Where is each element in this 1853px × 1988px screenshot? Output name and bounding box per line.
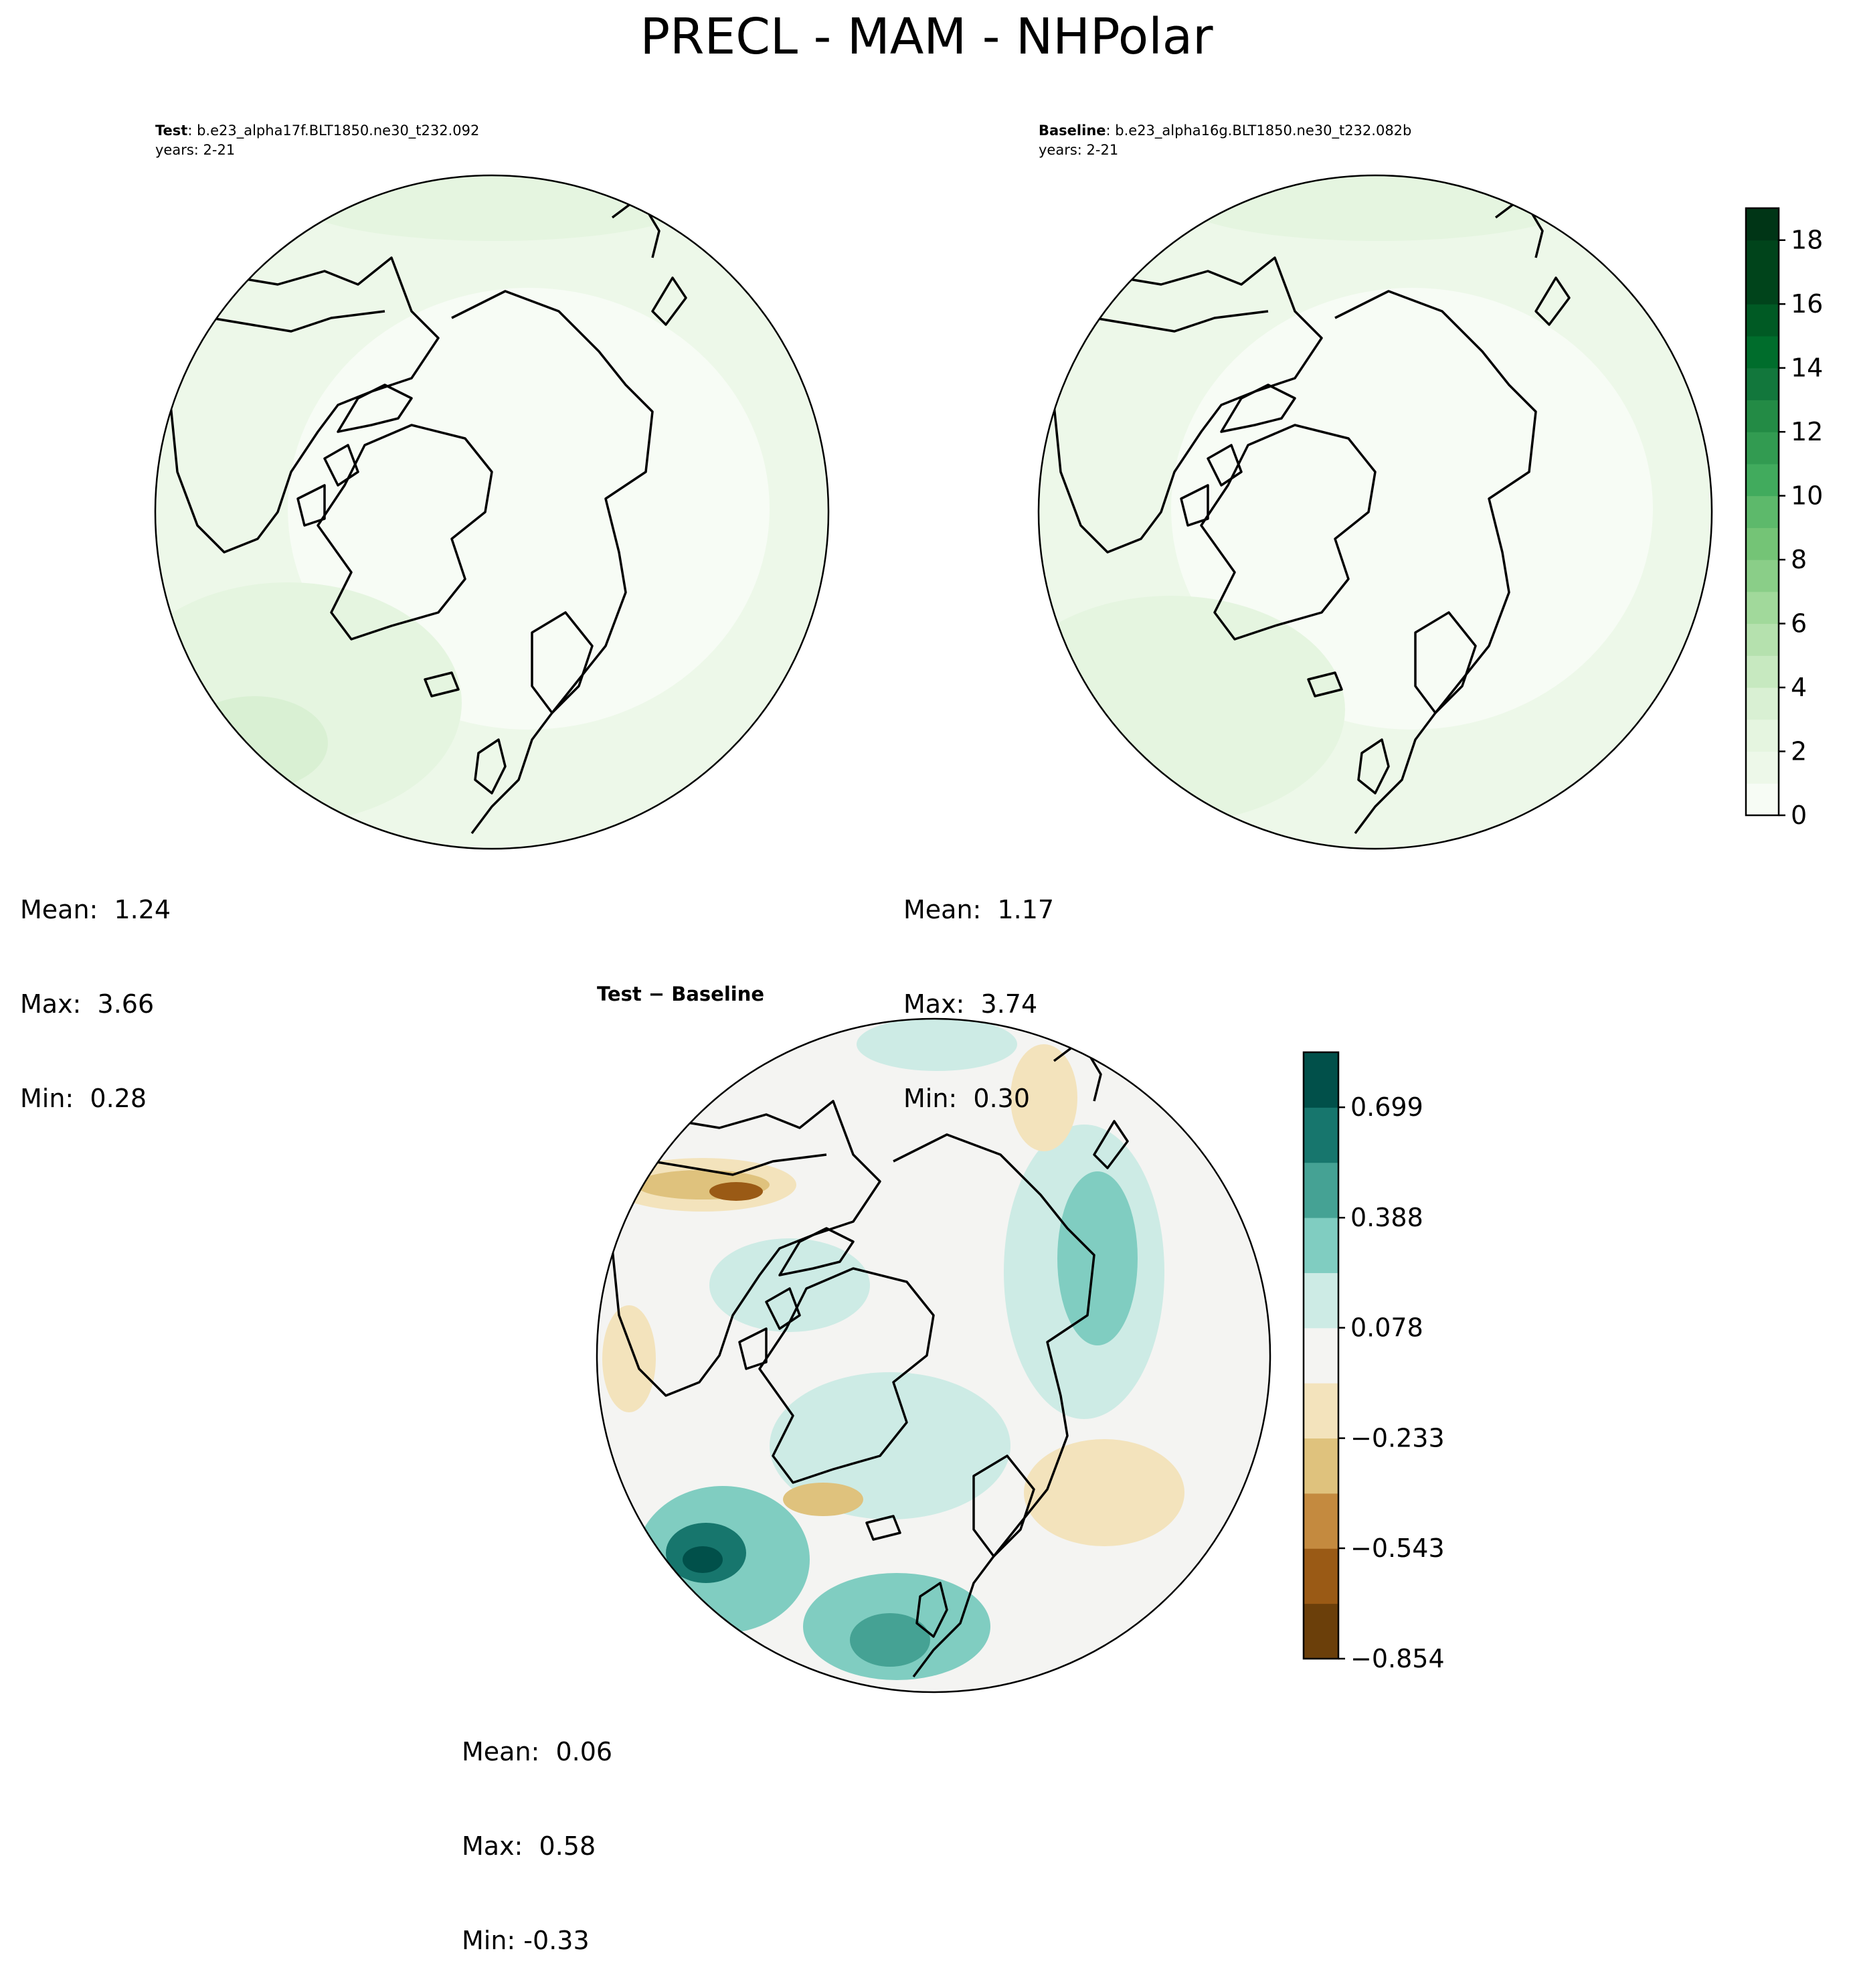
main-colorbar-segment — [1746, 719, 1779, 752]
main-colorbar-segment — [1746, 208, 1779, 241]
test-map-boundary — [154, 174, 830, 850]
diff-colorbar-segment — [1304, 1218, 1338, 1273]
test-min: Min: 0.28 — [20, 1084, 147, 1113]
baseline-mean: Mean: 1.17 — [903, 895, 1055, 924]
main-colorbar-tick-label: 0 — [1791, 801, 1807, 830]
test-label: Test — [155, 122, 188, 139]
diff-colorbar-tick-label: 0.388 — [1350, 1203, 1423, 1232]
main-colorbar-segment — [1746, 432, 1779, 465]
main-colorbar-tick-label: 2 — [1791, 737, 1807, 766]
main-colorbar-tick-label: 6 — [1791, 609, 1807, 639]
diff-colorbar-segment — [1304, 1272, 1338, 1329]
test-max: Max: 3.66 — [20, 989, 155, 1019]
baseline-label: Baseline — [1039, 122, 1106, 139]
test-case-name: : b.e23_alpha17f.BLT1850.ne30_t232.092 — [187, 122, 480, 139]
main-colorbar-segment — [1746, 400, 1779, 432]
baseline-years: years: 2-21 — [1039, 142, 1119, 158]
baseline-max: Max: 3.74 — [903, 989, 1038, 1019]
main-colorbar-segment — [1746, 367, 1779, 400]
diff-colorbar-tick-label: 0.078 — [1350, 1313, 1423, 1343]
test-stats: Mean: 1.24 Max: 3.66 Min: 0.28 — [20, 831, 171, 1146]
main-colorbar-segment — [1746, 272, 1779, 305]
test-years: years: 2-21 — [155, 142, 236, 158]
diff-colorbar-segment — [1304, 1162, 1338, 1218]
diff-colorbar-tick-label: 0.699 — [1350, 1092, 1423, 1122]
diff-colorbar-tick-label: −0.543 — [1350, 1534, 1445, 1563]
main-colorbar-segment — [1746, 463, 1779, 497]
difference-stats: Mean: 0.06 Max: 0.58 Min: -0.33 — [462, 1673, 612, 1988]
main-colorbar-tick-label: 10 — [1791, 481, 1823, 511]
diff-colorbar-frame — [1302, 1051, 1340, 1660]
baseline-panel-title: Baseline: b.e23_alpha16g.BLT1850.ne30_t2… — [1039, 121, 1411, 160]
main-colorbar-frame — [1745, 207, 1780, 817]
main-colorbar-tick-label: 12 — [1791, 417, 1823, 446]
main-colorbar-tick-label: 18 — [1791, 226, 1823, 255]
main-colorbar-segment — [1746, 623, 1779, 656]
main-colorbar-segment — [1746, 751, 1779, 784]
main-colorbar-segment — [1746, 560, 1779, 592]
main-colorbar-segment — [1746, 304, 1779, 337]
diff-colorbar-segment — [1304, 1548, 1338, 1604]
baseline-map — [1039, 175, 1712, 849]
diff-title-minus: − — [641, 983, 672, 1005]
baseline-stats: Mean: 1.17 Max: 3.74 Min: 0.30 — [903, 831, 1054, 1146]
main-colorbar-segment — [1746, 783, 1779, 816]
diff-colorbar-segment — [1304, 1327, 1338, 1384]
main-colorbar-segment — [1746, 591, 1779, 625]
diff-title-test: Test — [597, 983, 642, 1005]
diff-colorbar-tick-label: −0.854 — [1350, 1644, 1445, 1673]
test-mean: Mean: 1.24 — [20, 895, 171, 924]
difference-colorbar: 0.699 0.388 0.078 −0.233 −0.543 −0.854 — [1302, 1051, 1445, 1673]
test-panel-title: Test: b.e23_alpha17f.BLT1850.ne30_t232.0… — [155, 121, 479, 160]
main-colorbar-tick-label: 16 — [1791, 289, 1823, 319]
main-colorbar-segment — [1746, 527, 1779, 560]
baseline-case-name: : b.e23_alpha16g.BLT1850.ne30_t232.082b — [1106, 122, 1412, 139]
difference-map — [597, 1019, 1270, 1692]
main-colorbar-segment — [1746, 335, 1779, 369]
difference-min: Min: -0.33 — [462, 1926, 590, 1955]
baseline-min: Min: 0.30 — [903, 1084, 1030, 1113]
main-colorbar-tick-label: 4 — [1791, 673, 1807, 702]
diff-title-baseline: Baseline — [671, 983, 765, 1005]
difference-max: Max: 0.58 — [462, 1831, 596, 1861]
main-colorbar-segment — [1746, 655, 1779, 688]
figure-title: PRECL - MAM - NHPolar — [640, 8, 1213, 66]
main-colorbar-tick-label: 8 — [1791, 545, 1807, 574]
main-colorbar-segment — [1746, 687, 1779, 720]
diff-colorbar-segment — [1304, 1493, 1338, 1549]
diff-colorbar-tick-label: −0.233 — [1350, 1424, 1445, 1453]
test-map — [155, 175, 828, 849]
diff-colorbar-segment — [1304, 1107, 1338, 1163]
main-colorbar: 0 2 4 6 8 10 12 14 16 18 — [1745, 207, 1823, 830]
baseline-map-boundary — [1037, 174, 1713, 850]
diff-colorbar-segment — [1304, 1052, 1338, 1108]
diff-colorbar-segment — [1304, 1438, 1338, 1494]
main-colorbar-segment — [1746, 240, 1779, 272]
main-colorbar-segment — [1746, 495, 1779, 528]
diff-colorbar-segment — [1304, 1383, 1338, 1439]
diff-colorbar-segment — [1304, 1603, 1338, 1659]
main-colorbar-tick-label: 14 — [1791, 353, 1823, 383]
difference-mean: Mean: 0.06 — [462, 1737, 613, 1766]
difference-panel-title: Test − Baseline — [597, 983, 764, 1005]
difference-map-boundary — [596, 1017, 1271, 1693]
